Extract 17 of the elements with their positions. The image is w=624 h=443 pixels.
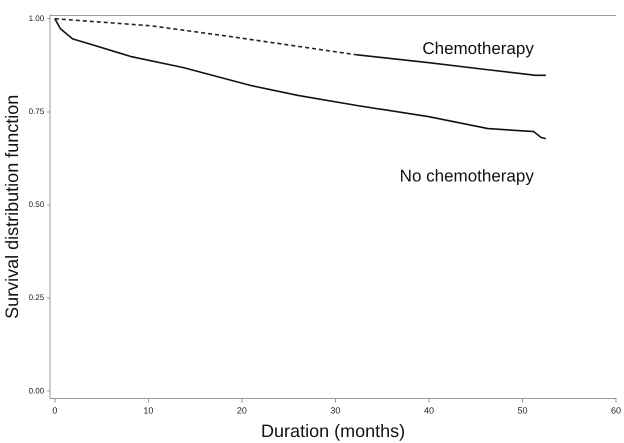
y-tick-label: 0.00 (28, 386, 45, 396)
x-axis-title: Duration (months) (261, 421, 406, 442)
x-tick-label: 0 (52, 405, 58, 416)
y-tick-label: 1.00 (28, 14, 45, 23)
x-tick-label: 10 (143, 405, 154, 416)
x-tick-label: 20 (236, 405, 247, 416)
x-tick-label: 60 (610, 405, 621, 416)
series-label: No chemotherapy (400, 166, 534, 186)
y-tick-label: 0.75 (28, 107, 45, 116)
y-tick-label: 0.50 (28, 200, 45, 210)
x-tick-label: 40 (424, 405, 434, 416)
series-label: Chemotherapy (422, 39, 534, 58)
y-axis-title: Survival distribution function (2, 94, 22, 319)
x-tick-label: 30 (330, 405, 340, 416)
y-tick-label: 0.25 (28, 293, 45, 302)
line-series (54, 18, 358, 56)
x-tick-label: 50 (517, 405, 528, 416)
